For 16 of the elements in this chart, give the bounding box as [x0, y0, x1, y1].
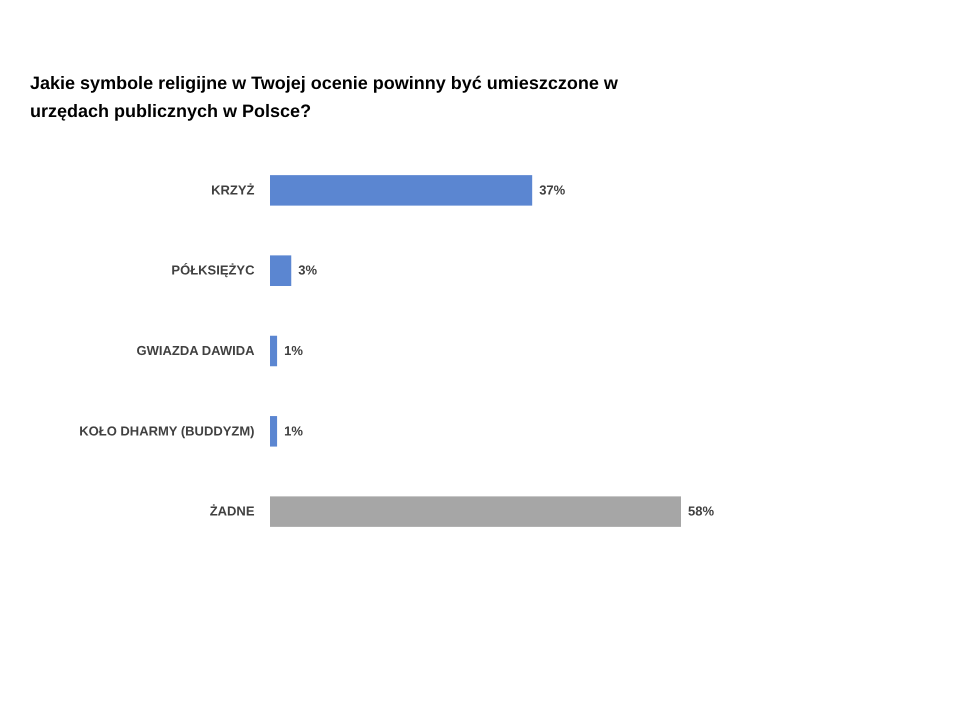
bar — [270, 336, 278, 366]
data-label: 58% — [688, 504, 714, 519]
data-label: 1% — [284, 423, 304, 438]
chart-title: Jakie symbole religijne w Twojej ocenie powinny być umieszczone w urzędach publicznych w Polsce? — [30, 73, 619, 121]
data-label: 37% — [539, 182, 566, 198]
y-tick-label: ŻADNE — [210, 504, 255, 519]
y-tick-label: KRZYŻ — [211, 182, 255, 198]
y-tick-label: KOŁO DHARMY (BUDDYZM) — [79, 423, 254, 438]
bar — [270, 175, 532, 206]
bar — [270, 416, 278, 447]
y-tick-label: GWIAZDA DAWIDA — [136, 343, 256, 358]
bar — [270, 496, 681, 527]
y-tick-label: PÓŁKSIĘŻYC — [171, 262, 256, 278]
bar — [270, 255, 292, 286]
data-label: 1% — [284, 343, 304, 358]
data-label: 3% — [298, 262, 318, 278]
